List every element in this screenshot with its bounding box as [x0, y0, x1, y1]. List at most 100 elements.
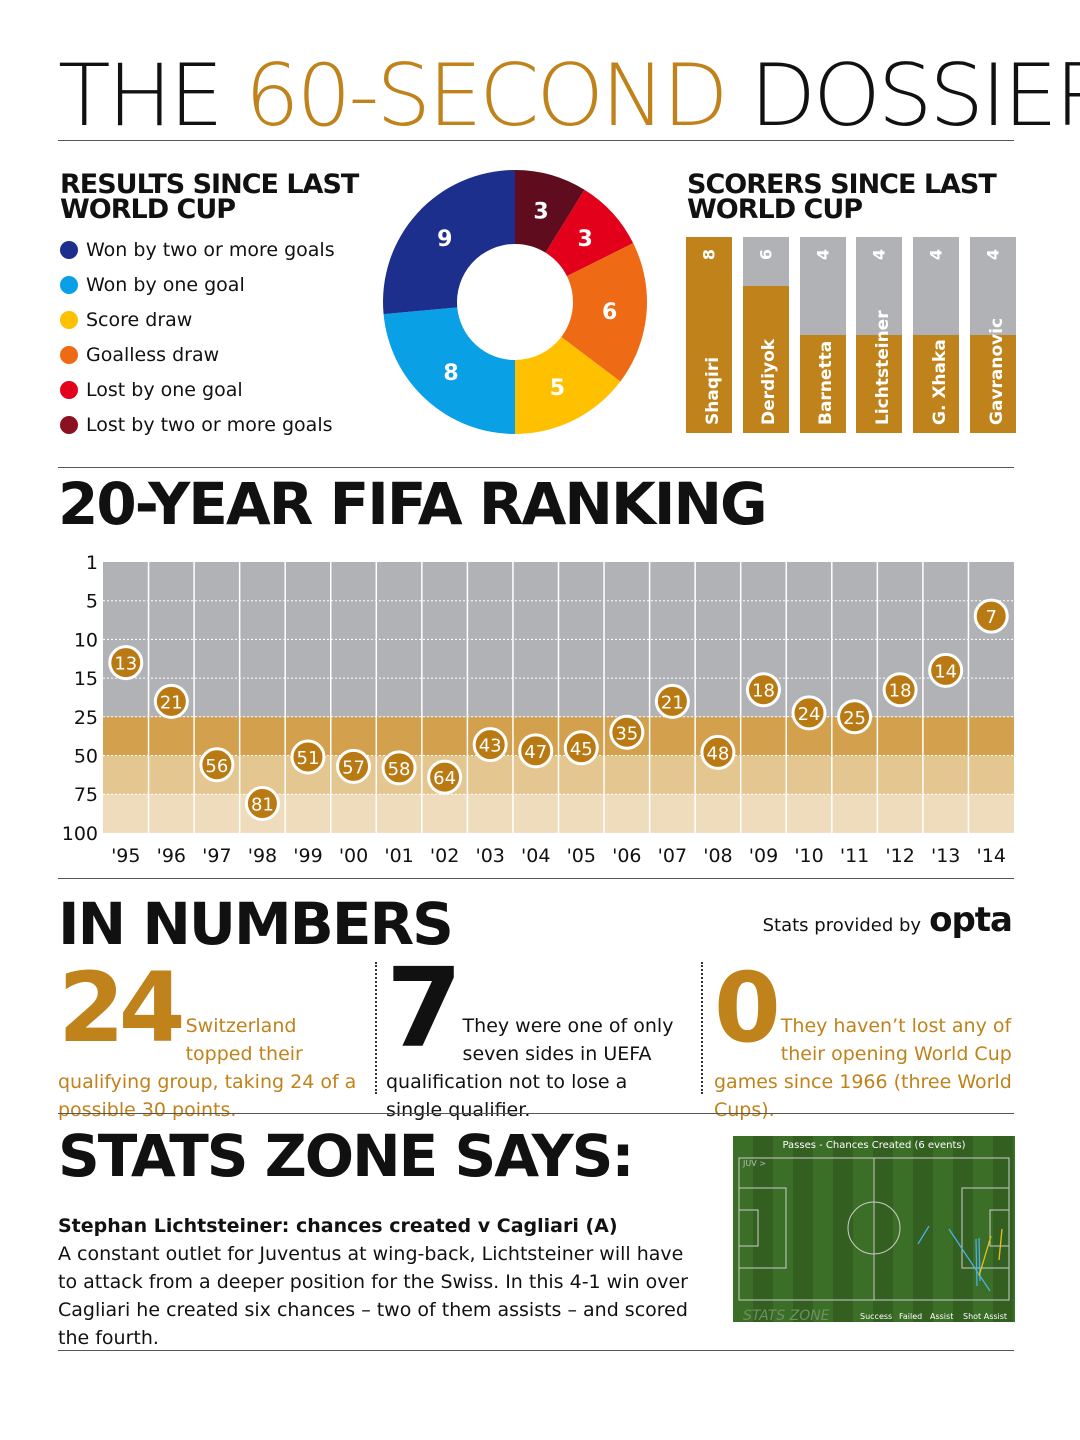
rank-point: [336, 748, 372, 784]
goal-count: 4: [813, 248, 833, 261]
legend-label: Lost by two or more goals: [86, 413, 333, 436]
rank-point: [837, 699, 873, 735]
rank-point: [244, 785, 280, 821]
rank-label: 56: [205, 756, 228, 777]
number-text: They were one of only seven sides in UEF…: [386, 1015, 674, 1121]
donut-slice: [383, 170, 515, 315]
scorer-bar: 8 Shaqiri: [686, 237, 732, 433]
rank-label: 24: [798, 704, 821, 725]
legend-failed: Failed: [899, 1312, 922, 1321]
goal-count: 6: [756, 248, 776, 261]
goal-count: 4: [926, 248, 946, 261]
results-legend: Won by two or more goals Won by one goal S…: [60, 232, 335, 442]
rank-point: [381, 750, 417, 786]
legend-item: Lost by one goal: [60, 372, 335, 407]
x-tick-label: '04: [521, 845, 550, 867]
x-tick-label: '08: [703, 845, 732, 867]
rank-label: 25: [843, 708, 866, 729]
goal-count: 8: [699, 248, 719, 261]
statszone-heading: STATS ZONE SAYS:: [58, 1122, 635, 1190]
rank-point: [427, 759, 463, 795]
scorer-bar: 4 Gavranovic: [970, 237, 1016, 433]
legend-dot-icon: [60, 240, 78, 259]
number-text: Switzerland topped their qualifying grou…: [58, 1015, 357, 1121]
slice-label: 9: [437, 227, 452, 252]
slice-label: 5: [550, 376, 565, 401]
title-part-3: DOSSIER: [749, 46, 1080, 146]
big-number: 7: [386, 944, 463, 1072]
legend-label: Won by two or more goals: [86, 238, 335, 261]
divider: [58, 1113, 1014, 1114]
rank-label: 35: [615, 723, 638, 744]
scorer-name: Lichtsteiner: [873, 310, 894, 425]
donut-slice: [383, 307, 515, 434]
legend-item: Lost by two or more goals: [60, 407, 335, 442]
fifa-ranking-chart: 151015255075100'9513'9621'9756'9881'9951…: [62, 552, 1014, 867]
y-tick-label: 100: [62, 823, 98, 845]
legend-assist: Assist: [930, 1312, 953, 1321]
x-tick-label: '12: [885, 845, 914, 867]
rank-point: [654, 683, 690, 719]
x-tick-label: '07: [658, 845, 687, 867]
x-tick-label: '03: [475, 845, 504, 867]
rank-point: [472, 727, 508, 763]
rank-label: 7: [985, 607, 996, 628]
rank-point: [700, 734, 736, 770]
rank-point: [563, 730, 599, 766]
legend-success: Success: [860, 1312, 892, 1321]
legend-item: Goalless draw: [60, 337, 335, 372]
x-tick-label: '10: [794, 845, 823, 867]
scorer-bar: 4 G. Xhaka: [913, 237, 960, 433]
rank-label: 18: [752, 681, 775, 702]
title-part-1: THE: [58, 46, 224, 146]
donut-slice: [515, 336, 621, 434]
rank-point: [290, 739, 326, 775]
rank-point: [882, 672, 918, 708]
scorer-name: G. Xhaka: [929, 339, 950, 425]
rank-label: 81: [251, 794, 274, 815]
legend-label: Score draw: [86, 308, 193, 331]
rank-label: 21: [160, 692, 183, 713]
scorer-name: Barnetta: [816, 340, 837, 425]
slice-label: 6: [602, 300, 617, 325]
dotted-divider: [701, 962, 703, 1094]
opta-credit: Stats provided by opta: [763, 900, 1013, 940]
y-tick-label: 5: [86, 591, 98, 613]
x-tick-label: '98: [248, 845, 277, 867]
number-text: They haven’t lost any of their opening W…: [714, 1015, 1012, 1121]
rank-label: 13: [114, 654, 137, 675]
rank-label: 18: [889, 681, 912, 702]
number-item: 0 They haven’t lost any of their opening …: [714, 960, 1019, 1124]
scorers-heading: SCORERS SINCE LAST WORLD CUP: [687, 169, 997, 225]
x-tick-label: '11: [840, 845, 869, 867]
statszone-watermark: STATS ZONE: [743, 1308, 830, 1322]
statszone-subheading: Stephan Lichtsteiner: chances created v …: [58, 1215, 618, 1237]
results-donut-chart: 3 3 6 5 8 9: [383, 170, 647, 434]
x-tick-label: '09: [749, 845, 778, 867]
rank-label: 58: [388, 759, 411, 780]
donut-slice: [545, 189, 634, 277]
rank-label: 43: [479, 736, 502, 757]
x-tick-label: '13: [931, 845, 960, 867]
slice-label: 8: [443, 361, 458, 386]
donut-slice: [561, 243, 647, 382]
big-number: 24: [58, 952, 186, 1064]
slice-label: 3: [578, 227, 593, 252]
divider: [58, 1350, 1014, 1351]
scorer-bar: 6 Derdiyok: [742, 237, 789, 433]
divider: [58, 467, 1014, 468]
x-tick-label: '14: [977, 845, 1006, 867]
y-tick-label: 75: [74, 784, 98, 806]
legend-dot-icon: [60, 275, 78, 294]
x-tick-label: '99: [293, 845, 322, 867]
x-tick-label: '01: [384, 845, 413, 867]
legend-dot-icon: [60, 380, 78, 399]
rank-point: [791, 695, 827, 731]
legend-dot-icon: [60, 345, 78, 364]
pitch-title: Passes - Chances Created (6 events): [782, 1140, 965, 1151]
page-title: THE 60-SECOND DOSSIER: [58, 46, 1080, 146]
rank-point: [928, 652, 964, 688]
rank-label: 47: [524, 742, 547, 763]
rank-point: [518, 733, 554, 769]
dotted-divider: [375, 962, 377, 1094]
